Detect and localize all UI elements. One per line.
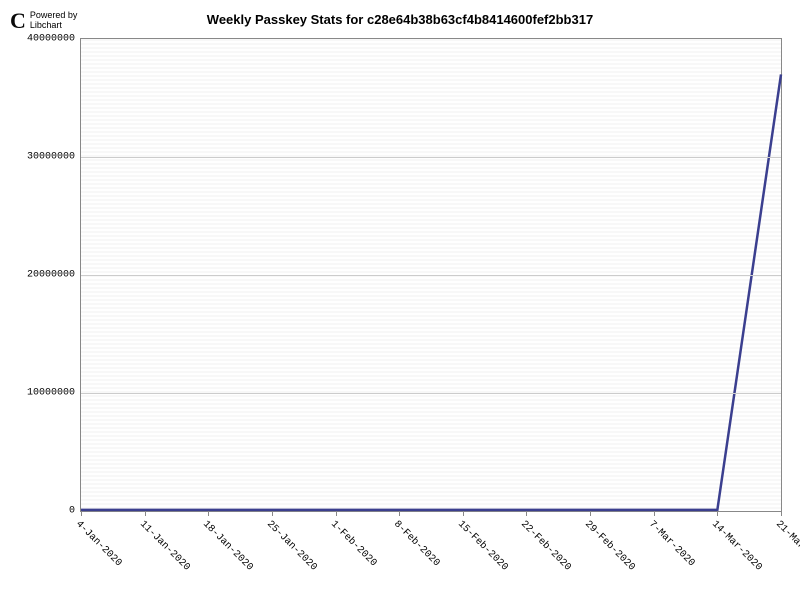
x-tick [336,511,337,516]
x-tick [463,511,464,516]
chart-title: Weekly Passkey Stats for c28e64b38b63cf4… [0,12,800,27]
x-tick [145,511,146,516]
y-axis-label: 30000000 [27,152,75,163]
x-tick [208,511,209,516]
x-tick [781,511,782,516]
gridline [81,393,781,394]
data-line [81,74,781,509]
x-axis-label: 14-Mar-2020 [710,519,764,573]
x-axis-label: 29-Feb-2020 [582,519,636,573]
x-tick [590,511,591,516]
x-axis-label: 4-Jan-2020 [73,519,123,569]
gridline [81,157,781,158]
x-tick [272,511,273,516]
x-tick [526,511,527,516]
plot-area: 0100000002000000030000000400000004-Jan-2… [80,38,782,512]
x-axis-label: 21-Mar-2020 [773,519,800,573]
x-axis-label: 25-Jan-2020 [264,519,318,573]
y-axis-label: 40000000 [27,34,75,45]
x-axis-label: 1-Feb-2020 [328,519,378,569]
x-tick [399,511,400,516]
x-tick [717,511,718,516]
x-axis-label: 11-Jan-2020 [137,519,191,573]
x-tick [81,511,82,516]
y-axis-label: 0 [69,506,75,517]
x-axis-label: 7-Mar-2020 [646,519,696,569]
x-tick [654,511,655,516]
x-axis-label: 18-Jan-2020 [200,519,254,573]
y-axis-label: 20000000 [27,270,75,281]
x-axis-label: 22-Feb-2020 [519,519,573,573]
x-axis-label: 15-Feb-2020 [455,519,509,573]
y-axis-label: 10000000 [27,388,75,399]
gridline [81,275,781,276]
x-axis-label: 8-Feb-2020 [391,519,441,569]
